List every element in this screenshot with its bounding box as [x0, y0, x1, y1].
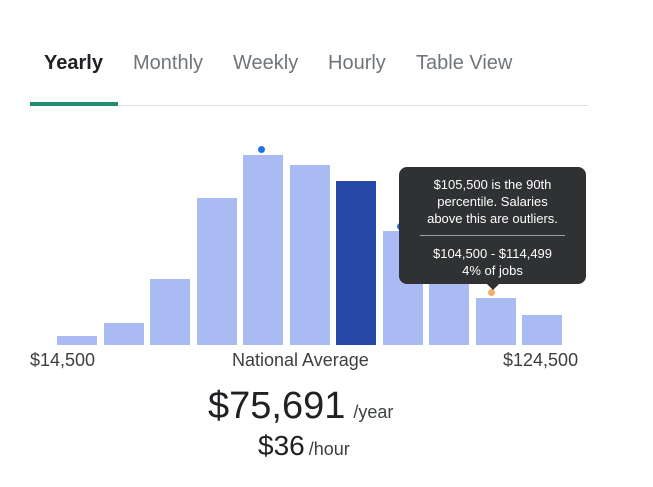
hourly-salary-amount: $36 — [258, 430, 305, 461]
axis-min-label: $14,500 — [30, 350, 96, 370]
tab-table-view[interactable]: Table View — [416, 48, 512, 105]
tab-monthly-label: Monthly — [133, 52, 204, 74]
active-tab-indicator — [30, 102, 118, 106]
histogram-bar[interactable] — [289, 120, 330, 345]
histogram-bar[interactable] — [57, 120, 97, 345]
bar-fill — [289, 165, 330, 345]
axis-mid-label: National Average — [232, 350, 369, 370]
tooltip-line-3: above this are outliers. — [427, 211, 558, 226]
salary-histogram — [30, 120, 588, 345]
histogram-bar[interactable] — [522, 120, 562, 345]
tab-hourly-label: Hourly — [328, 52, 386, 74]
average-bar — [336, 181, 376, 345]
histogram-bar[interactable] — [150, 120, 190, 345]
bar-fill — [196, 198, 237, 345]
yearly-salary: $75,691/year — [208, 385, 393, 428]
tooltip-line-1: $105,500 is the 90th — [433, 177, 552, 192]
tooltip-line-2: percentile. Salaries — [437, 194, 548, 209]
tab-weekly-label: Weekly — [233, 52, 299, 74]
tab-monthly[interactable]: Monthly — [133, 48, 203, 105]
bar-fill — [475, 298, 516, 345]
hourly-salary: $36/hour — [258, 430, 350, 462]
histogram-bar[interactable] — [336, 120, 376, 345]
hourly-salary-unit: /hour — [308, 439, 350, 459]
tooltip-range: $104,500 - $114,499 — [432, 246, 553, 261]
histogram-bar[interactable] — [196, 120, 237, 345]
tab-yearly[interactable]: Yearly — [44, 48, 103, 105]
bar-fill — [150, 279, 190, 345]
tab-table-view-label: Table View — [416, 52, 513, 74]
tooltip-caret-icon — [487, 284, 499, 290]
axis-max-label: $124,500 — [503, 350, 579, 370]
bar-fill — [103, 323, 144, 345]
tab-yearly-label: Yearly — [44, 52, 103, 74]
percentile-10-marker-icon[interactable] — [258, 146, 265, 153]
tooltip-share: 4% of jobs — [462, 263, 523, 278]
percentile-tooltip: $105,500 is the 90th percentile. Salarie… — [399, 167, 586, 290]
period-tabs: Yearly Monthly Weekly Hourly Table View — [30, 48, 588, 106]
tooltip-divider — [420, 235, 565, 236]
yearly-salary-amount: $75,691 — [208, 385, 346, 427]
histogram-bar[interactable] — [103, 120, 144, 345]
yearly-salary-unit: /year — [353, 402, 394, 422]
bar-fill — [57, 336, 97, 345]
tab-weekly[interactable]: Weekly — [233, 48, 298, 105]
histogram-bar[interactable] — [243, 120, 283, 345]
percentile-90-marker-icon[interactable] — [488, 289, 495, 296]
tab-hourly[interactable]: Hourly — [328, 48, 386, 105]
bar-fill — [522, 315, 562, 345]
histogram-bar[interactable] — [475, 120, 516, 345]
bar-fill — [243, 155, 283, 345]
